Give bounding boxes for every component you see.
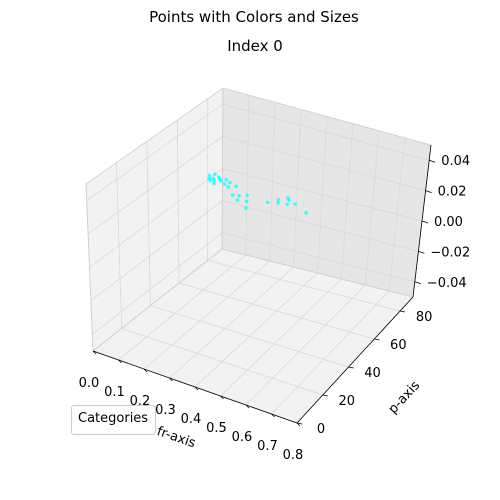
x-tick-mark [118, 359, 122, 364]
ticks: 0.00.10.20.30.40.50.60.70.80204060800.04… [79, 154, 471, 463]
y-tick-mark [322, 394, 328, 397]
y-gridline [207, 259, 401, 312]
x-tick-mark [271, 413, 275, 418]
scatter-point [222, 182, 227, 186]
scatter-point [285, 202, 290, 207]
scatter-point [207, 173, 212, 178]
y-axis-label: p-axis [386, 378, 424, 417]
x-gridline [271, 290, 390, 415]
x-gridline [169, 266, 294, 379]
scatter-point [213, 172, 217, 176]
scatter-point [244, 199, 249, 204]
z-tick-mark [418, 251, 425, 254]
scatter-point [228, 180, 232, 185]
scatter-point [208, 178, 213, 183]
x-tick-label: 0.7 [257, 439, 278, 454]
pane-back [222, 88, 431, 297]
scatter-point [235, 198, 240, 202]
scatter-point [219, 179, 223, 183]
y-axis-line [296, 296, 414, 424]
scatter-point [212, 181, 216, 186]
x-tick-mark [245, 404, 250, 409]
scatter-point [224, 177, 229, 182]
x-tick-label: 0.8 [283, 448, 304, 463]
scatter-point [293, 202, 297, 206]
z-tick-mark [429, 159, 436, 163]
z-gridline-left [90, 200, 223, 302]
scatter-point [212, 178, 217, 183]
x-gridline [245, 284, 366, 406]
scatter-point [234, 184, 238, 189]
z-gridline-left [87, 136, 223, 235]
legend: Categories [71, 405, 156, 435]
z-tick-label: −0.04 [427, 276, 467, 291]
x-gridline [143, 260, 270, 370]
scatter-points [207, 172, 308, 215]
scatter-point [230, 193, 235, 197]
z-gridline-left [89, 168, 223, 268]
z-gridline [222, 103, 430, 161]
x-gridline [118, 254, 247, 361]
z-gridline [222, 232, 415, 283]
scatter-point [276, 197, 281, 202]
z-tick-mark [414, 281, 421, 285]
x-tick-mark [220, 395, 224, 400]
scatter-point [237, 193, 242, 198]
x-tick-label: 0.5 [206, 421, 227, 436]
legend-title: Categories [78, 411, 149, 426]
y-tick-label: 0 [317, 422, 325, 437]
x-tick-label: 0.6 [232, 430, 253, 445]
x-tick-label: 0.0 [79, 376, 100, 391]
x-tick-label: 0.1 [104, 385, 125, 400]
y-tick-mark [296, 422, 303, 425]
scatter-point [276, 201, 280, 205]
y-gridline [121, 328, 323, 396]
x-gridline [194, 272, 318, 388]
z-gridline [222, 135, 426, 191]
y-tick-label: 40 [364, 366, 381, 381]
x-tick-mark [194, 386, 199, 391]
z-tick-mark [425, 190, 432, 193]
chart-title: Index 0 [227, 37, 283, 55]
z-tick-label: 0.04 [441, 154, 470, 169]
y-tick-label: 60 [390, 338, 407, 353]
z-gridline-left [86, 103, 224, 201]
y-tick-mark [348, 366, 354, 369]
x-tick-mark [92, 350, 97, 355]
z-tick-mark [421, 220, 429, 224]
y-gridline [178, 282, 375, 340]
y-tick-mark [374, 338, 380, 341]
scatter-point [287, 198, 291, 202]
y-tick-mark [400, 310, 406, 313]
x-tick-label: 0.4 [181, 412, 202, 427]
x-axis-label: fr-axis [155, 424, 198, 451]
chart-suptitle: Points with Colors and Sizes [149, 8, 359, 26]
y-tick-label: 20 [339, 394, 356, 409]
y-gridline [150, 305, 349, 368]
scatter-point [265, 200, 270, 205]
z-gridline [222, 168, 423, 222]
pane-floor [93, 249, 413, 423]
z-gridline-left [92, 232, 223, 335]
x-tick-mark [169, 377, 173, 382]
z-gridline [222, 200, 419, 252]
scatter-point [226, 185, 231, 189]
x-gridline [220, 278, 342, 397]
scatter-point [244, 206, 248, 210]
z-tick-label: −0.02 [430, 245, 470, 260]
scatter-point [245, 193, 249, 198]
x-tick-mark [143, 368, 148, 373]
scatter-point [304, 211, 308, 215]
y-tick-label: 80 [416, 310, 433, 325]
x-tick-label: 0.3 [155, 403, 176, 418]
z-tick-label: 0.00 [434, 215, 463, 230]
z-tick-label: 0.02 [438, 185, 467, 200]
